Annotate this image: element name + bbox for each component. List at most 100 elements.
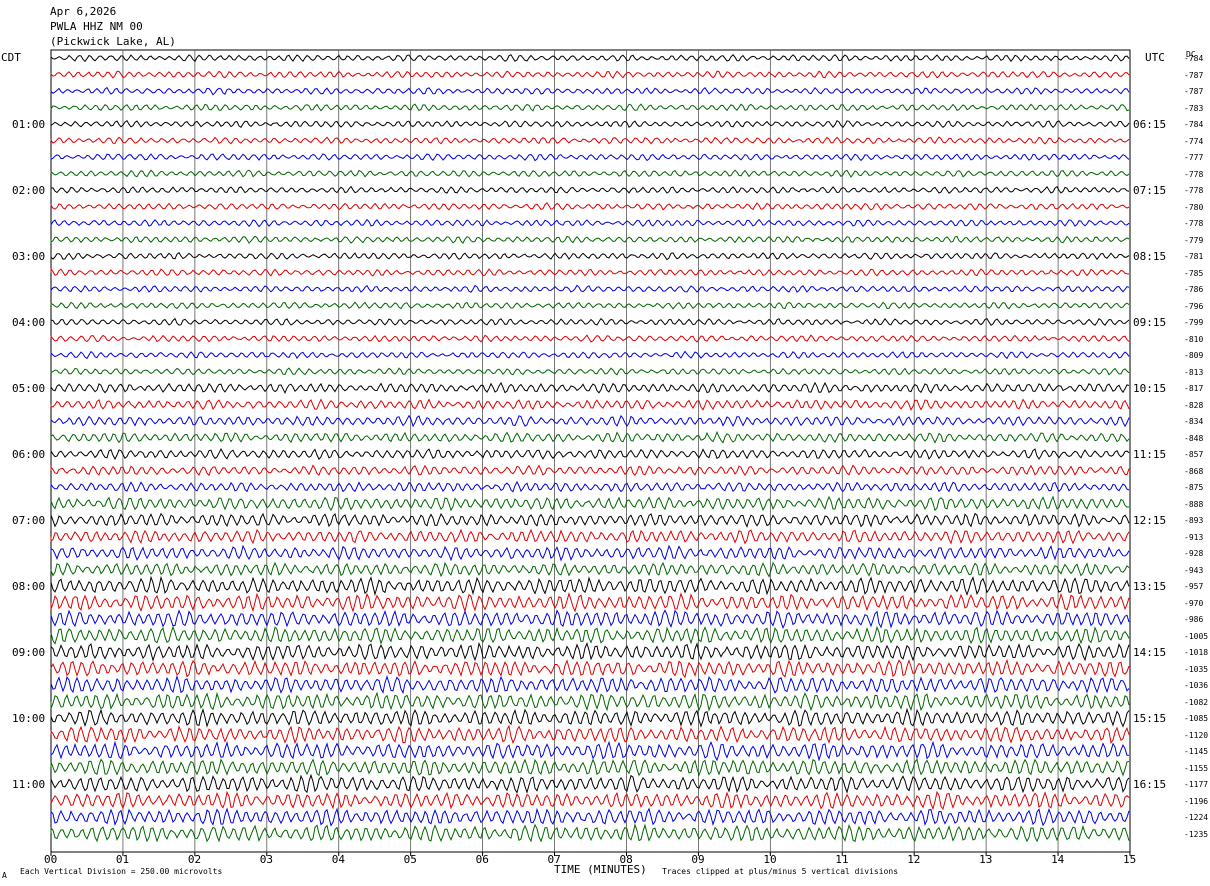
seismic-trace — [50, 70, 1130, 79]
x-tick-label: 03 — [259, 853, 274, 866]
seismic-trace — [50, 136, 1130, 145]
dc-offset-label: -783 — [1184, 103, 1204, 113]
dc-offset-label: -1235 — [1184, 829, 1209, 839]
dc-offset-label: -943 — [1184, 565, 1204, 575]
scale-note: Each Vertical Division = 250.00 microvol… — [20, 867, 223, 876]
dc-offset-label: -1120 — [1184, 730, 1209, 740]
x-tick-label: 08 — [619, 853, 633, 866]
seismic-trace — [50, 235, 1130, 244]
utc-hour-label: 15:15 — [1133, 712, 1167, 725]
utc-hour-label: 12:15 — [1133, 514, 1167, 527]
cdt-hour-label: 10:00 — [12, 712, 46, 725]
seismic-trace — [50, 301, 1130, 310]
dc-offset-label: -778 — [1184, 219, 1204, 228]
dc-offset-label: -828 — [1184, 400, 1204, 410]
utc-hour-label: 16:15 — [1133, 778, 1167, 791]
utc-hour-label: 13:15 — [1133, 580, 1167, 593]
seismic-trace — [50, 641, 1130, 662]
cdt-hour-label: 07:00 — [12, 514, 46, 527]
dc-offset-label: -774 — [1184, 136, 1204, 146]
seismic-trace — [50, 707, 1130, 728]
dc-offset-label: -784 — [1184, 120, 1204, 129]
dc-offset-label: -888 — [1184, 499, 1204, 509]
seismic-trace — [50, 724, 1130, 745]
seismic-trace — [50, 464, 1130, 477]
dc-offset-label: -868 — [1184, 466, 1204, 476]
dc-offset-label: -785 — [1184, 268, 1204, 278]
dc-offset-label: -817 — [1184, 384, 1204, 393]
seismic-trace — [50, 381, 1130, 394]
dc-offset-label: -778 — [1184, 186, 1204, 195]
x-tick-label: 10 — [763, 853, 777, 866]
seismic-trace — [50, 317, 1130, 327]
seismic-trace — [50, 609, 1130, 630]
dc-offset-label: -779 — [1184, 235, 1204, 245]
seismic-trace — [50, 591, 1130, 613]
dc-offset-label: -784 — [1184, 54, 1204, 63]
x-tick-label: 07 — [547, 853, 561, 866]
dc-offset-label: -1085 — [1184, 714, 1209, 723]
dc-axis-label: DC — [1186, 50, 1196, 59]
x-tick-label: 01 — [115, 853, 130, 866]
dc-offset-label: -913 — [1184, 532, 1204, 542]
x-tick-label: 04 — [331, 853, 345, 866]
seismic-trace — [50, 119, 1130, 129]
seismic-trace — [50, 758, 1130, 777]
dc-offset-label: -796 — [1184, 301, 1204, 311]
seismic-trace — [50, 544, 1130, 562]
dc-offset-label: -787 — [1184, 87, 1204, 96]
cdt-hour-label: 02:00 — [12, 184, 46, 197]
seismic-trace — [50, 495, 1130, 512]
seismic-trace — [50, 512, 1130, 529]
dc-offset-label: -1082 — [1184, 697, 1209, 707]
dc-offset-label: -970 — [1184, 598, 1204, 608]
date-label: Apr 6,2026 — [50, 5, 117, 18]
x-tick-label: 02 — [187, 853, 202, 866]
seismic-trace — [50, 86, 1130, 96]
seismic-trace — [50, 807, 1130, 827]
cdt-hour-label: 03:00 — [12, 250, 46, 263]
seismic-trace — [50, 674, 1130, 695]
dc-offset-label: -799 — [1184, 318, 1204, 327]
x-tick-label: 00 — [44, 853, 58, 866]
station-label: PWLA HHZ NM 00 — [50, 20, 143, 33]
dc-offset-label: -1196 — [1184, 796, 1209, 806]
utc-axis-label: UTC — [1145, 51, 1165, 64]
dc-offset-label: -810 — [1184, 334, 1204, 344]
x-tick-label: 12 — [907, 853, 921, 866]
seismic-trace — [50, 528, 1130, 545]
corner-mark: A — [2, 871, 7, 880]
cdt-hour-label: 05:00 — [12, 382, 46, 395]
dc-offset-label: -786 — [1184, 285, 1204, 294]
seismic-trace — [50, 202, 1130, 211]
utc-hour-label: 10:15 — [1133, 382, 1167, 395]
utc-hour-label: 09:15 — [1133, 316, 1167, 329]
utc-hour-label: 08:15 — [1133, 250, 1167, 263]
dc-offset-label: -813 — [1184, 367, 1204, 377]
utc-hour-label: 11:15 — [1133, 448, 1167, 461]
dc-offset-label: -857 — [1184, 450, 1204, 459]
dc-offset-label: -848 — [1184, 433, 1204, 443]
seismic-trace — [50, 153, 1130, 162]
seismic-trace — [50, 823, 1130, 843]
seismic-trace — [50, 251, 1130, 261]
x-tick-label: 05 — [403, 853, 417, 866]
dc-offset-label: -1005 — [1184, 631, 1209, 641]
dc-offset-label: -1035 — [1184, 664, 1209, 674]
dc-offset-label: -986 — [1184, 615, 1204, 624]
x-tick-label: 11 — [835, 853, 849, 866]
seismic-trace — [50, 448, 1130, 461]
seismic-trace — [50, 350, 1130, 360]
seismic-trace — [50, 790, 1130, 811]
seismic-trace — [50, 185, 1130, 194]
seismic-trace — [50, 267, 1130, 277]
seismic-trace — [50, 625, 1130, 645]
dc-offset-label: -778 — [1184, 169, 1204, 179]
x-tick-label: 13 — [979, 853, 993, 866]
dc-offset-label: -781 — [1184, 252, 1204, 261]
dc-offset-label: -1177 — [1184, 780, 1209, 789]
dc-offset-label: -1224 — [1184, 813, 1209, 822]
dc-offset-label: -1145 — [1184, 747, 1209, 756]
cdt-hour-label: 06:00 — [12, 448, 46, 461]
